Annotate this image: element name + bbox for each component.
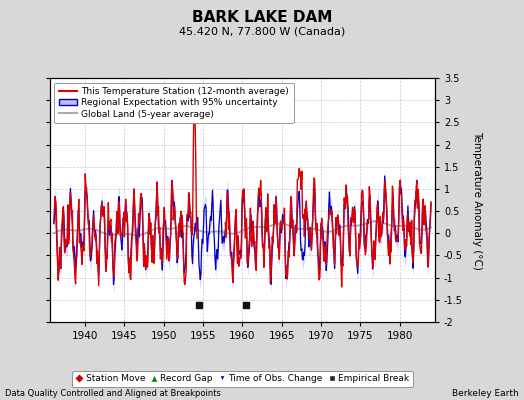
Text: BARK LAKE DAM: BARK LAKE DAM: [192, 10, 332, 25]
Y-axis label: Temperature Anomaly (°C): Temperature Anomaly (°C): [472, 130, 482, 270]
Text: Berkeley Earth: Berkeley Earth: [452, 389, 519, 398]
Text: Data Quality Controlled and Aligned at Breakpoints: Data Quality Controlled and Aligned at B…: [5, 389, 221, 398]
Text: 45.420 N, 77.800 W (Canada): 45.420 N, 77.800 W (Canada): [179, 26, 345, 36]
Legend: Station Move, Record Gap, Time of Obs. Change, Empirical Break: Station Move, Record Gap, Time of Obs. C…: [72, 371, 413, 387]
